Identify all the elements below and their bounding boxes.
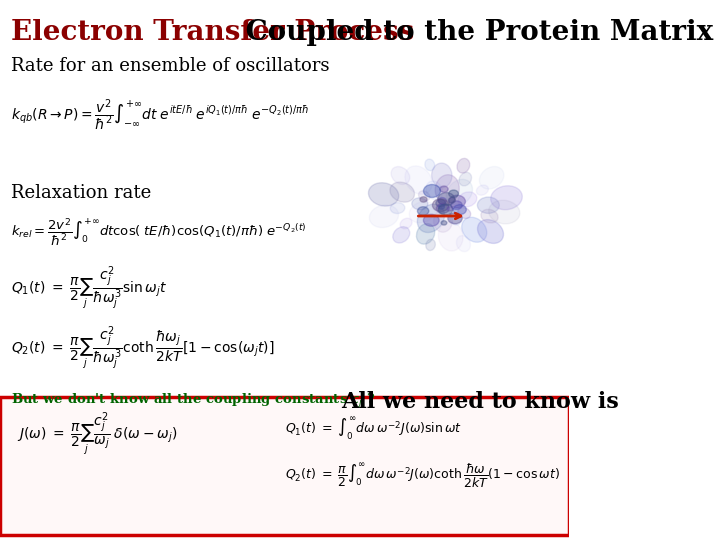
Ellipse shape — [446, 179, 472, 206]
Ellipse shape — [409, 201, 436, 223]
Ellipse shape — [438, 221, 463, 251]
Ellipse shape — [438, 204, 453, 215]
Ellipse shape — [451, 201, 462, 210]
Ellipse shape — [391, 166, 410, 185]
Text: $Q_1(t) \;=\; \int_0^\infty d\omega\, \omega^{-2} J(\omega) \sin\omega t$: $Q_1(t) \;=\; \int_0^\infty d\omega\, \o… — [284, 416, 462, 443]
Ellipse shape — [459, 172, 472, 186]
Ellipse shape — [449, 198, 456, 203]
Ellipse shape — [477, 197, 499, 213]
Text: Coupled to the Protein Matrix: Coupled to the Protein Matrix — [236, 19, 714, 46]
Text: $Q_1(t) \;=\; \dfrac{\pi}{2} \sum_j \dfrac{c_j^2}{\hbar\omega_j^3} \sin\omega_j : $Q_1(t) \;=\; \dfrac{\pi}{2} \sum_j \dfr… — [12, 265, 168, 312]
Text: Relaxation rate: Relaxation rate — [12, 184, 152, 201]
Ellipse shape — [441, 221, 447, 225]
Ellipse shape — [432, 163, 452, 187]
Ellipse shape — [418, 207, 429, 215]
Ellipse shape — [481, 210, 498, 223]
Ellipse shape — [393, 227, 410, 243]
Ellipse shape — [477, 220, 503, 244]
Ellipse shape — [456, 235, 470, 252]
Ellipse shape — [400, 218, 412, 229]
Ellipse shape — [448, 213, 462, 224]
Ellipse shape — [426, 181, 443, 200]
Text: $Q_2(t) \;=\; \dfrac{\pi}{2} \sum_j \dfrac{c_j^2}{\hbar\omega_j^3} \coth\dfrac{\: $Q_2(t) \;=\; \dfrac{\pi}{2} \sum_j \dfr… — [12, 324, 275, 372]
Ellipse shape — [489, 200, 520, 224]
Ellipse shape — [390, 182, 415, 202]
Ellipse shape — [449, 195, 465, 208]
FancyBboxPatch shape — [0, 397, 570, 535]
Text: $J(\omega) \;=\; \dfrac{\pi}{2} \sum_j \dfrac{c_j^2}{\omega_j}\; \delta(\omega -: $J(\omega) \;=\; \dfrac{\pi}{2} \sum_j \… — [17, 410, 177, 458]
Ellipse shape — [453, 205, 467, 214]
Ellipse shape — [458, 207, 471, 219]
Ellipse shape — [433, 210, 452, 232]
Ellipse shape — [449, 190, 459, 198]
Ellipse shape — [458, 192, 477, 207]
Ellipse shape — [426, 239, 436, 251]
Text: $k_{qb}(R \rightarrow P) = \dfrac{v^2}{\hbar^2} \int_{-\infty}^{+\infty} dt\; e^: $k_{qb}(R \rightarrow P) = \dfrac{v^2}{\… — [12, 97, 310, 133]
Ellipse shape — [491, 186, 522, 210]
Ellipse shape — [436, 199, 446, 207]
Ellipse shape — [480, 166, 504, 189]
Ellipse shape — [369, 183, 399, 206]
Ellipse shape — [418, 204, 444, 233]
Ellipse shape — [405, 166, 432, 194]
Ellipse shape — [435, 175, 459, 204]
Ellipse shape — [425, 159, 435, 171]
Ellipse shape — [436, 204, 449, 213]
Ellipse shape — [390, 202, 405, 213]
Ellipse shape — [369, 205, 399, 227]
Text: $Q_2(t) \;=\; \dfrac{\pi}{2} \int_0^\infty d\omega\, \omega^{-2} J(\omega) \coth: $Q_2(t) \;=\; \dfrac{\pi}{2} \int_0^\inf… — [284, 462, 559, 490]
Ellipse shape — [423, 185, 441, 198]
Ellipse shape — [418, 191, 430, 201]
Ellipse shape — [447, 207, 453, 211]
Ellipse shape — [462, 217, 487, 242]
Ellipse shape — [449, 213, 461, 225]
Ellipse shape — [477, 185, 488, 195]
Ellipse shape — [412, 198, 428, 210]
Ellipse shape — [457, 158, 469, 173]
Ellipse shape — [423, 214, 439, 226]
Ellipse shape — [433, 199, 449, 212]
Text: Electron Transfer Process: Electron Transfer Process — [12, 19, 415, 46]
Text: But we don't know all the coupling constants $c_j$ ?: But we don't know all the coupling const… — [12, 392, 376, 409]
Ellipse shape — [420, 197, 427, 202]
Ellipse shape — [438, 198, 446, 204]
Ellipse shape — [440, 186, 448, 192]
Ellipse shape — [438, 205, 444, 209]
Ellipse shape — [438, 193, 455, 206]
Text: All we need to know is: All we need to know is — [341, 392, 619, 414]
Text: $k_{rel} = \dfrac{2v^2}{\hbar^2} \int_{0}^{+\infty} dt\cos\!\left(\; tE/\hbar\ri: $k_{rel} = \dfrac{2v^2}{\hbar^2} \int_{0… — [12, 216, 307, 248]
Text: Rate for an ensemble of oscillators: Rate for an ensemble of oscillators — [12, 57, 330, 75]
Ellipse shape — [416, 224, 435, 244]
